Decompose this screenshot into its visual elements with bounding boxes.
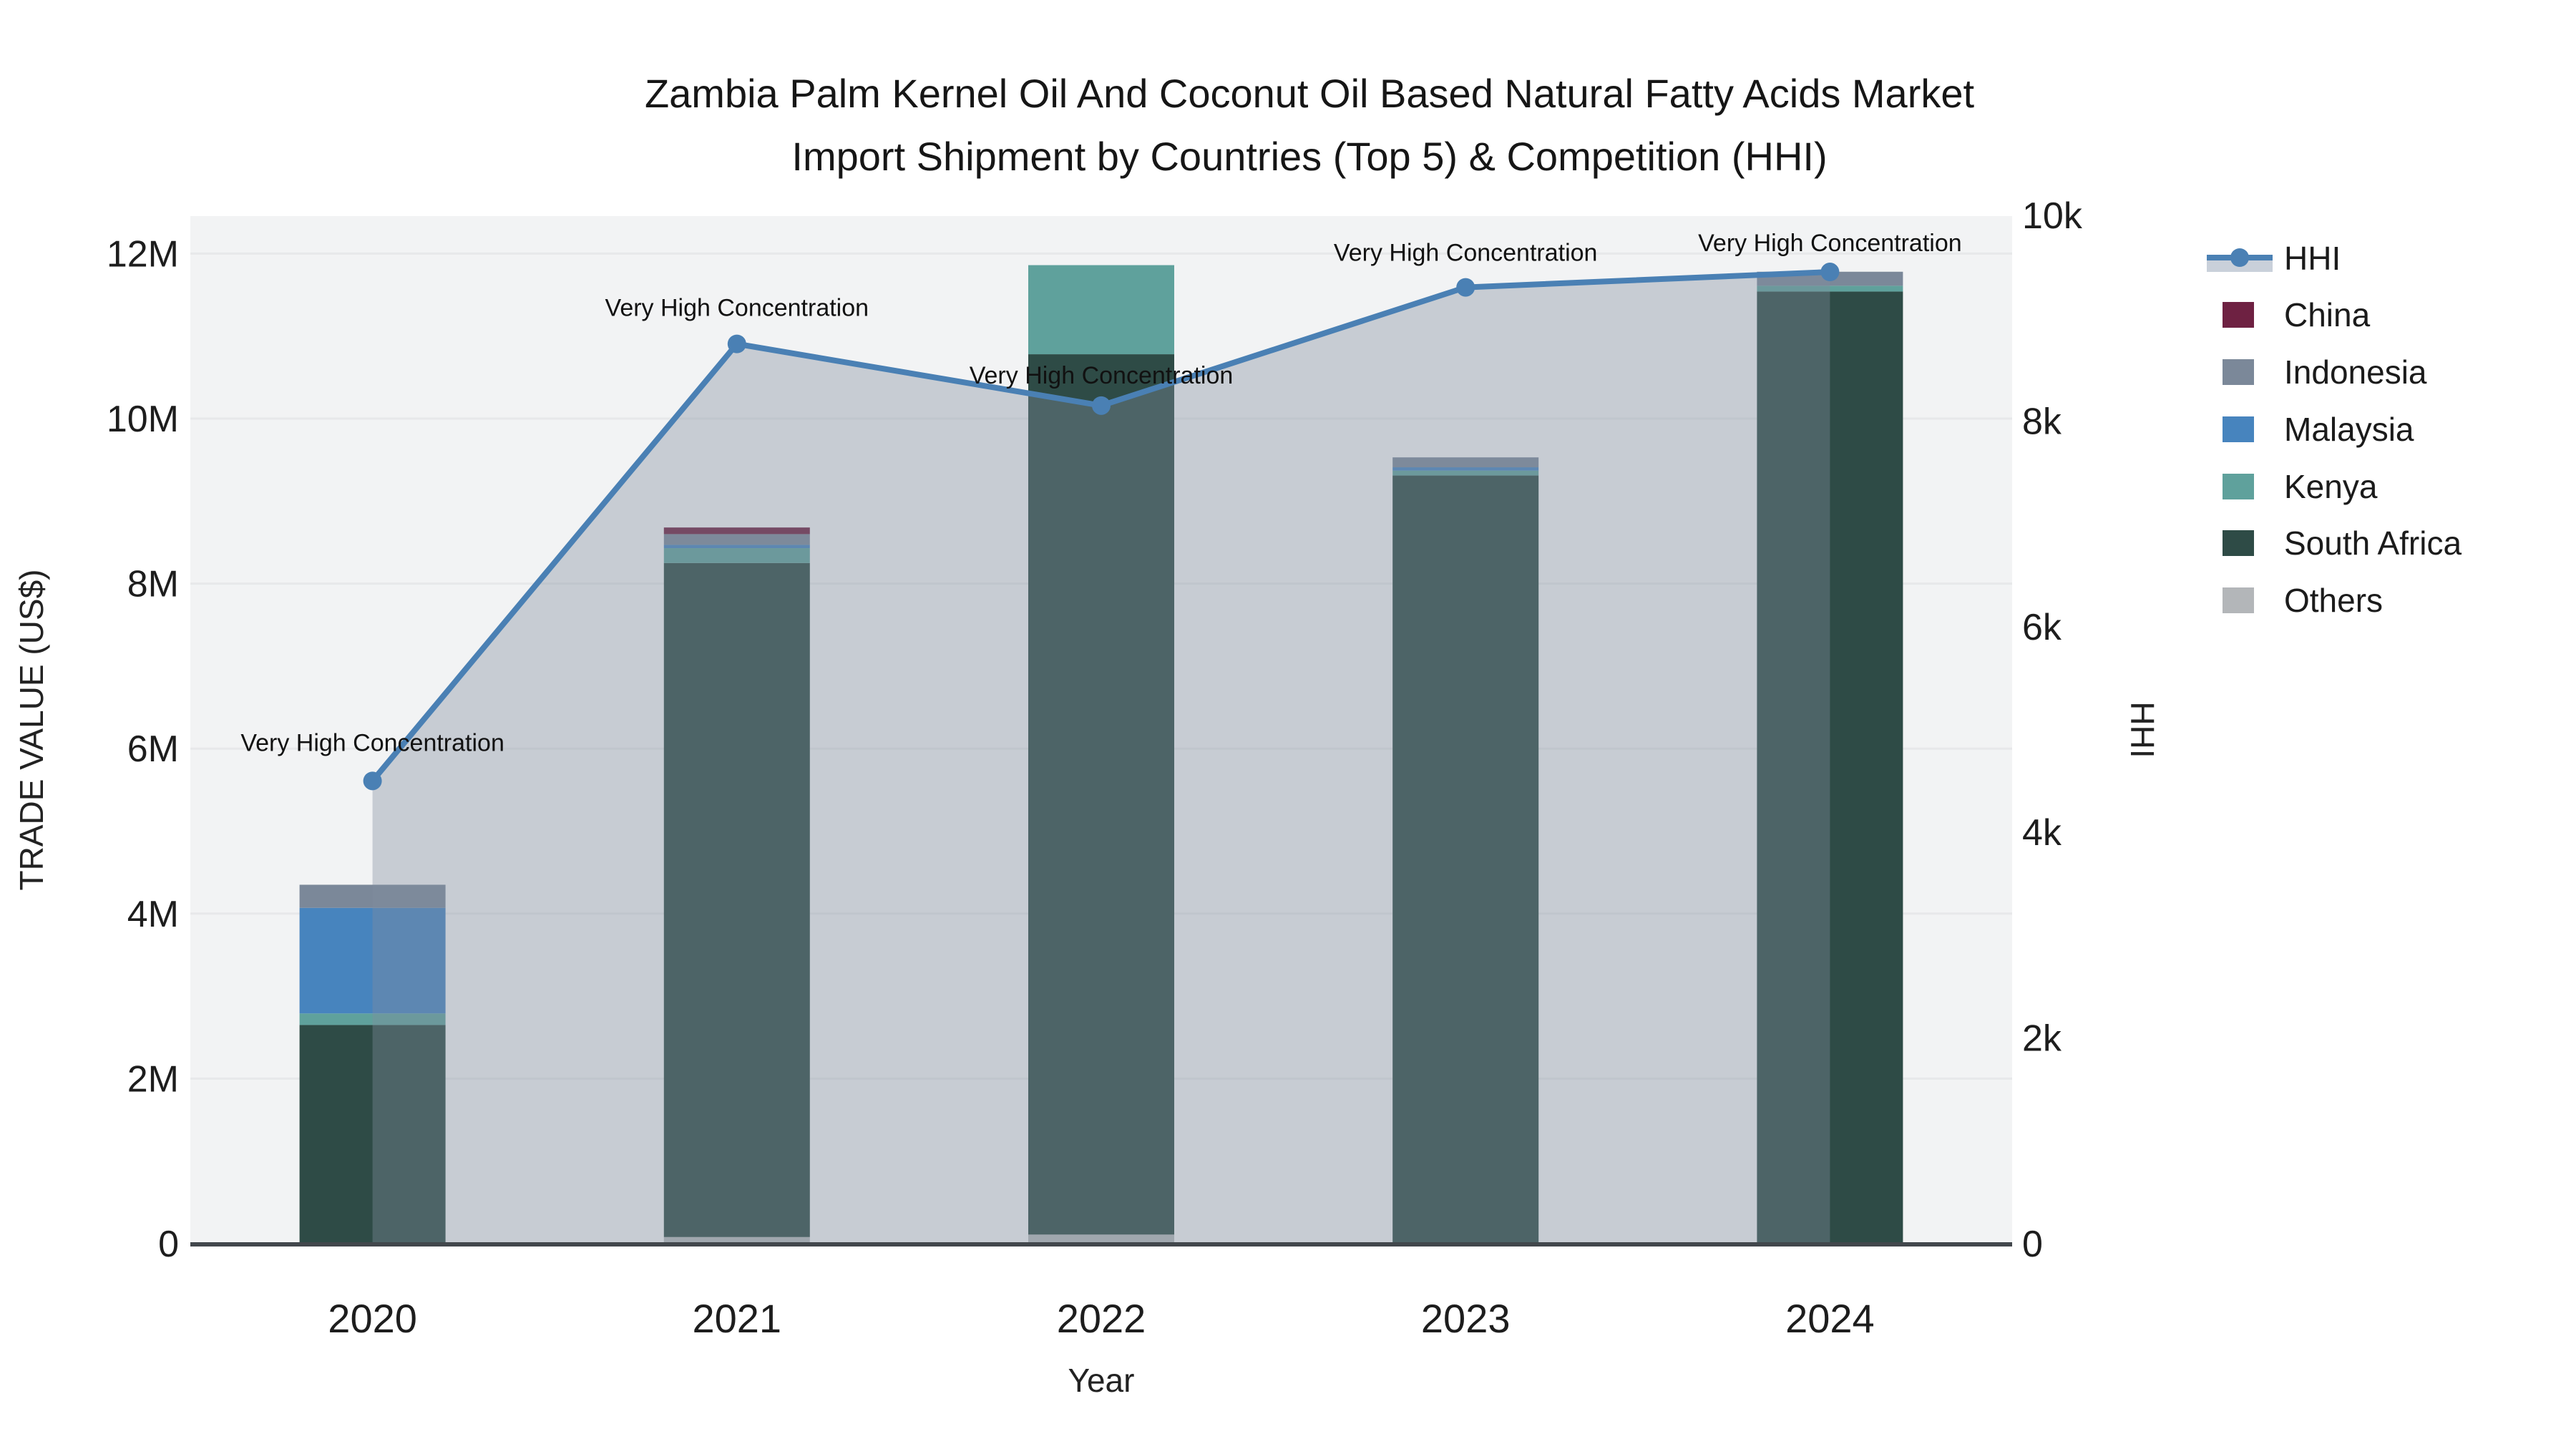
legend-label-china: China <box>2284 296 2371 333</box>
y-right-tick-4k: 4k <box>2022 812 2062 854</box>
hhi-annotation-2020: Very High Concentration <box>240 729 504 756</box>
hhi-annotation-2023: Very High Concentration <box>1334 240 1598 267</box>
bar-segment-kenya-2020 <box>299 1013 446 1025</box>
hhi-marker-2021 <box>727 334 746 353</box>
bar-segment-kenya-2024 <box>1757 286 1903 292</box>
legend-label-hhi: HHI <box>2284 240 2341 277</box>
y-right-tick-8k: 8k <box>2022 401 2062 442</box>
legend-swatch-south-africa <box>2223 530 2254 556</box>
legend-item-china[interactable]: China <box>2223 296 2371 333</box>
x-tick-2023[interactable]: 2023 <box>1421 1296 1511 1341</box>
legend-swatch-malaysia <box>2223 416 2254 442</box>
bar-segment-china-2021 <box>663 527 810 535</box>
y-right-tick-10k: 10k <box>2022 195 2083 237</box>
y-left-tick-12M: 12M <box>107 233 179 275</box>
y-left-tick-6M: 6M <box>127 728 179 770</box>
chart-title-line2: Import Shipment by Countries (Top 5) & C… <box>791 134 1827 179</box>
y-left-tick-4M: 4M <box>127 894 179 935</box>
y-left-tick-10M: 10M <box>107 399 179 440</box>
hhi-marker-2024 <box>1820 263 1840 282</box>
bar-segment-malaysia-2021 <box>663 545 810 549</box>
legend-hhi-marker <box>2230 248 2249 267</box>
y-right-tick-0: 0 <box>2022 1224 2043 1265</box>
hhi-annotation-2021: Very High Concentration <box>605 295 869 322</box>
bar-segment-kenya-2022 <box>1028 265 1174 355</box>
bar-segment-kenya-2023 <box>1392 470 1539 476</box>
y-left-tick-2M: 2M <box>127 1058 179 1100</box>
bar-segment-indonesia-2021 <box>663 534 810 545</box>
y-right-tick-6k: 6k <box>2022 607 2062 648</box>
legend-item-kenya[interactable]: Kenya <box>2223 468 2378 505</box>
legend-item-south-africa[interactable]: South Africa <box>2223 525 2462 562</box>
legend-swatch-others <box>2223 587 2254 613</box>
bar-segment-south-africa-2020 <box>299 1025 446 1244</box>
bar-segment-others-2021 <box>663 1236 810 1244</box>
legend-item-hhi[interactable]: HHI <box>2207 240 2341 277</box>
bar-segment-south-africa-2022 <box>1028 354 1174 1235</box>
bar-segment-south-africa-2021 <box>663 562 810 1237</box>
legend-swatch-china <box>2223 302 2254 328</box>
x-axis-line <box>190 1242 2012 1246</box>
legend-label-indonesia: Indonesia <box>2284 353 2427 391</box>
bar-segment-indonesia-2020 <box>299 884 446 908</box>
bar-segment-south-africa-2024 <box>1757 291 1903 1244</box>
x-tick-2020[interactable]: 2020 <box>328 1296 417 1341</box>
x-tick-2024[interactable]: 2024 <box>1785 1296 1875 1341</box>
legend-label-others: Others <box>2284 582 2383 619</box>
hhi-marker-2022 <box>1092 396 1111 415</box>
bar-segment-indonesia-2023 <box>1392 457 1539 468</box>
legend-swatch-kenya <box>2223 474 2254 499</box>
legend-item-malaysia[interactable]: Malaysia <box>2223 411 2414 448</box>
legend-item-indonesia[interactable]: Indonesia <box>2223 353 2427 391</box>
x-axis-title: Year <box>1068 1362 1135 1399</box>
legend-label-kenya: Kenya <box>2284 468 2378 505</box>
hhi-annotation-2022: Very High Concentration <box>970 362 1234 389</box>
y-right-tick-2k: 2k <box>2022 1018 2062 1060</box>
bar-segment-malaysia-2023 <box>1392 467 1539 471</box>
hhi-annotation-2024: Very High Concentration <box>1698 230 1962 257</box>
bar-segment-kenya-2021 <box>663 548 810 563</box>
hhi-marker-2020 <box>363 771 382 791</box>
chart-title-line1: Zambia Palm Kernel Oil And Coconut Oil B… <box>645 71 1975 116</box>
hhi-marker-2023 <box>1456 278 1475 297</box>
bar-segment-others-2022 <box>1028 1234 1174 1244</box>
y-axis-right-title: HHI <box>2124 701 2161 758</box>
y-axis-left-title: TRADE VALUE (US$) <box>13 569 50 890</box>
legend-swatch-indonesia <box>2223 359 2254 385</box>
x-tick-2022[interactable]: 2022 <box>1057 1296 1146 1341</box>
y-left-tick-8M: 8M <box>127 564 179 605</box>
y-left-tick-0: 0 <box>158 1224 179 1265</box>
bar-segment-malaysia-2020 <box>299 907 446 1014</box>
x-tick-2021[interactable]: 2021 <box>693 1296 782 1341</box>
hhi-area-fill <box>372 272 1830 1244</box>
legend-label-south-africa: South Africa <box>2284 525 2462 562</box>
legend-item-others[interactable]: Others <box>2223 582 2383 619</box>
bar-segment-south-africa-2023 <box>1392 475 1539 1244</box>
legend-label-malaysia: Malaysia <box>2284 411 2414 448</box>
